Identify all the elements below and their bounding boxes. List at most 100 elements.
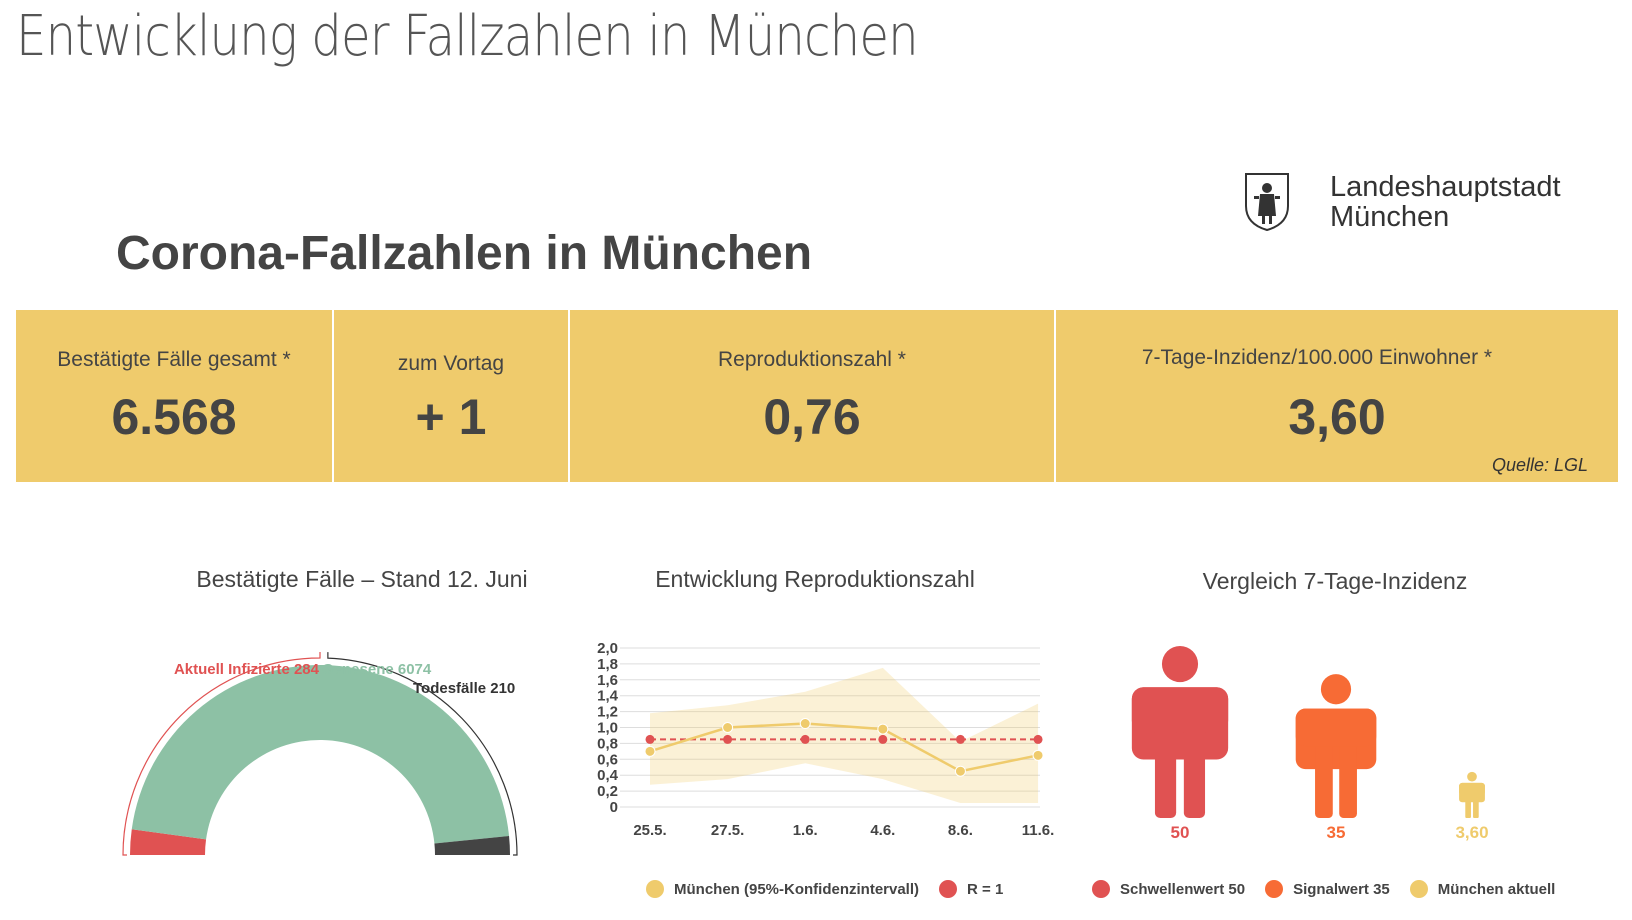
legend-item-signal: Signalwert 35 [1265,880,1390,898]
person-shoulders [1459,782,1485,795]
donut-label-deaths: Todesfälle 210 [413,680,515,697]
kpi-total-value: 6.568 [111,389,237,445]
x-tick-label: 1.6. [793,822,818,839]
munich-r-point [954,765,966,777]
person-value-label: 3,60 [1455,823,1488,842]
incidence-chart-title: Vergleich 7-Tage-Inzidenz [1202,568,1468,594]
incidence-chart-legend: Schwellenwert 50 Signalwert 35 München a… [1092,880,1575,898]
kpi-incidence-value: 3,60 [1288,389,1386,445]
x-tick-label: 27.5. [711,822,744,839]
r1-point [723,734,733,744]
x-tick-label: 8.6. [948,822,973,839]
legend-label: Signalwert 35 [1293,880,1390,898]
donut-label-recovered: Genesene 6074 [322,661,432,678]
donut-slice-genesene [131,665,510,844]
x-tick-label: 4.6. [870,822,895,839]
legend-item-threshold: Schwellenwert 50 [1092,880,1245,898]
person-icon [1459,771,1485,818]
munich-r-point [722,722,734,733]
donut-label-infected: Aktuell Infizierte 284 [174,661,320,678]
person-leg [1183,727,1206,818]
kpi-source: Quelle: LGL [1491,455,1588,475]
person-head [1161,646,1199,683]
kpi-r-value: 0,76 [763,389,861,445]
r1-point [800,734,810,744]
person-leg [1339,741,1357,818]
logo: Landeshauptstadt München [1244,172,1561,232]
munich-r-point [644,745,656,757]
legend-item-r1: R = 1 [939,880,1003,898]
page-title: Entwicklung der Fallzahlen in München [16,4,919,69]
donut-chart: Aktuell Infizierte 284 Genesene 6074 Todes… [122,652,518,856]
kpi-total: Bestätigte Fälle gesamt * 6.568 [16,310,332,482]
person-value-label: 35 [1327,823,1346,842]
munich-r-point [799,718,811,730]
legend-item-munich: München aktuell [1409,880,1556,898]
y-tick-label: 0 [610,799,618,816]
donut-slice-todesfälle [434,835,510,855]
y-tick-label: 1,0 [597,720,618,737]
y-tick-label: 0,8 [597,735,618,752]
incidence-pictogram-chart: 50 35 3,60 [1131,646,1489,842]
munich-r-line [649,722,1039,773]
r-chart-title: Entwicklung Reproduktionszahl [655,566,975,592]
kpi-change-value: + 1 [415,389,487,445]
person-leg [1154,727,1177,818]
legend-dot [646,880,664,898]
person-shoulders [1295,708,1377,747]
legend-dot [939,880,958,898]
person-head [1467,771,1477,782]
r-line-chart: 2,01,81,61,41,21,00,80,60,40,20 25.5. 27.5… [597,640,1055,839]
legend-label: München aktuell [1437,880,1556,898]
munich-coat-of-arms-icon [1245,173,1289,232]
person-icon [1131,646,1229,818]
y-tick-label: 0,6 [597,751,618,768]
person-shoulders [1131,687,1229,733]
kpi-incidence: 7-Tage-Inzidenz/100.000 Einwohner * 3,60… [1056,310,1618,482]
donut-chart-title: Bestätigte Fälle – Stand 12. Juni [196,566,528,592]
legend-label: München (95%-Konfidenzintervall) [674,880,920,898]
person-icon [1295,674,1377,818]
r-chart-legend: München (95%-Konfidenzintervall) R = 1 [646,880,1023,898]
confidence-band [650,667,1039,804]
legend-label: Schwellenwert 50 [1120,880,1246,898]
kpi-r-label: Reproduktionszahl * [718,348,906,371]
person-head [1320,674,1352,705]
y-tick-label: 1,2 [597,704,618,721]
kpi-band: Bestätigte Fälle gesamt * 6.568 zum Vort… [16,310,1618,482]
y-tick-label: 0,4 [597,767,619,784]
kpi-change: zum Vortag + 1 [334,310,568,482]
donut-infected-bracket [122,652,321,856]
person-value-label: 50 [1171,823,1190,842]
munich-r-point [877,723,889,735]
person-leg [1473,793,1479,818]
kpi-divider [1054,310,1056,482]
x-tick-label: 11.6. [1022,822,1055,839]
dashboard-title: Corona-Fallzahlen in München [116,227,813,280]
r1-point [645,734,655,744]
kpi-total-label: Bestätigte Fälle gesamt * [57,348,291,371]
y-tick-label: 1,6 [597,672,618,689]
kpi-divider [332,310,334,482]
legend-dot [1265,880,1284,898]
logo-line2: München [1330,201,1450,233]
y-tick-label: 1,8 [597,656,618,673]
y-tick-label: 0,2 [597,783,618,800]
r1-point [1033,734,1043,744]
person-leg [1465,793,1471,818]
munich-r-point [1032,749,1044,761]
kpi-change-label: zum Vortag [397,352,505,375]
kpi-divider [568,310,570,482]
r1-point [878,734,888,744]
legend-dot [1092,880,1110,898]
y-tick-label: 1,4 [597,688,619,705]
legend-item-munich: München (95%-Konfidenzintervall) [646,880,919,898]
kpi-r: Reproduktionszahl * 0,76 [570,310,1054,482]
x-tick-label: 25.5. [633,822,666,839]
r1-point [955,734,965,744]
kpi-incidence-label: 7-Tage-Inzidenz/100.000 Einwohner * [1141,346,1493,369]
y-tick-label: 2,0 [597,640,618,657]
person-leg [1315,741,1333,818]
donut-slice-aktuell-infizierte [130,829,207,855]
legend-label: R = 1 [967,880,1004,898]
